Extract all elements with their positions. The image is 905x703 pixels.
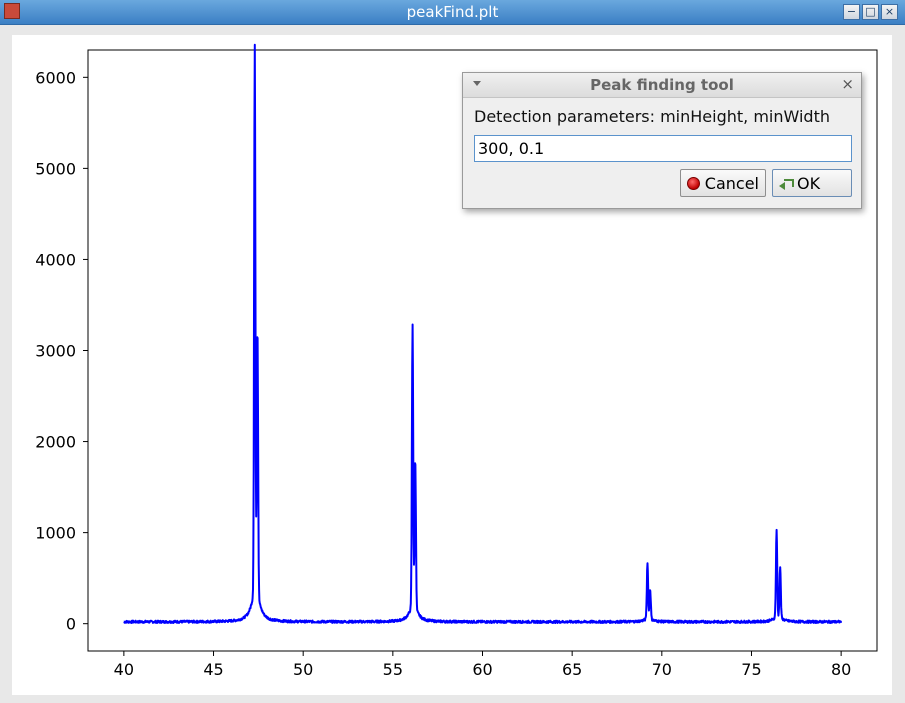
x-tick-label: 60 (472, 660, 492, 679)
data-series-line (123, 43, 843, 624)
x-tick-label: 40 (114, 660, 134, 679)
x-tick-label: 55 (383, 660, 403, 679)
window-title: peakFind.plt (406, 3, 499, 21)
y-tick-label: 6000 (35, 68, 76, 87)
maximize-button[interactable]: □ (862, 4, 879, 20)
y-tick-label: 1000 (35, 524, 76, 543)
y-tick-label: 3000 (35, 342, 76, 361)
detection-parameters-input[interactable] (474, 135, 852, 162)
ok-button-label: OK (797, 173, 821, 193)
dialog-titlebar[interactable]: Peak finding tool × (463, 73, 861, 98)
cancel-icon (687, 176, 700, 190)
cancel-button[interactable]: Cancel (680, 169, 766, 197)
cancel-button-label: Cancel (704, 173, 759, 193)
x-tick-label: 70 (652, 660, 672, 679)
x-tick-label: 65 (562, 660, 582, 679)
close-button[interactable]: × (881, 4, 898, 20)
enter-arrow-icon (779, 177, 795, 190)
dialog-menu-icon[interactable] (473, 81, 481, 86)
line-chart: 40 45 50 55 60 65 70 75 80 0 1000 2000 3000 4000 5000 6… (35, 43, 878, 679)
app-icon (4, 3, 20, 19)
y-tick-label: 0 (66, 615, 76, 634)
y-tick-label: 5000 (35, 159, 76, 178)
peak-finding-dialog: Peak finding tool × Detection parameters… (462, 72, 862, 209)
y-tick-label: 4000 (35, 250, 76, 269)
dialog-close-icon[interactable]: × (841, 75, 854, 93)
x-tick-label: 75 (741, 660, 761, 679)
detection-parameters-label: Detection parameters: minHeight, minWidt… (474, 107, 830, 126)
dialog-title: Peak finding tool (590, 76, 734, 94)
minimize-button[interactable]: − (843, 4, 860, 20)
x-tick-label: 45 (203, 660, 223, 679)
x-tick-label: 80 (831, 660, 851, 679)
window-titlebar[interactable]: peakFind.plt − □ × (0, 0, 905, 25)
x-tick-label: 50 (293, 660, 313, 679)
ok-button[interactable]: OK (772, 169, 852, 197)
y-tick-label: 2000 (35, 433, 76, 452)
